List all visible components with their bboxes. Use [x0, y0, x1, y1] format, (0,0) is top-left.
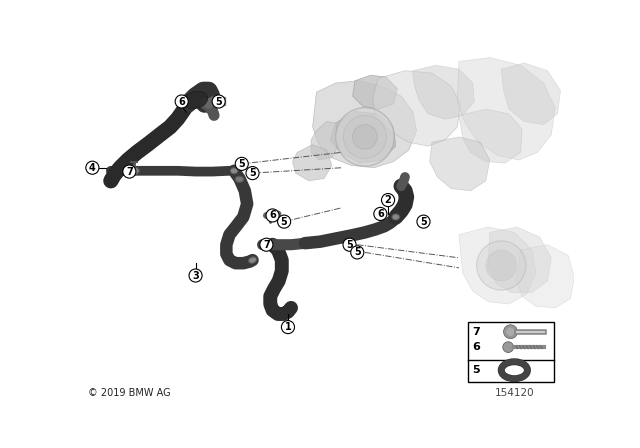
Text: 7: 7	[263, 240, 270, 250]
Text: 7: 7	[126, 167, 132, 177]
Text: 3: 3	[192, 271, 199, 280]
Circle shape	[504, 325, 517, 339]
Text: 6: 6	[269, 211, 276, 220]
Circle shape	[236, 157, 248, 170]
Polygon shape	[312, 81, 417, 168]
Circle shape	[353, 125, 378, 149]
Polygon shape	[458, 58, 555, 160]
Text: 4: 4	[89, 163, 96, 173]
Circle shape	[260, 238, 273, 251]
Circle shape	[189, 269, 202, 282]
Polygon shape	[292, 145, 332, 181]
Circle shape	[374, 207, 387, 220]
Ellipse shape	[392, 214, 399, 220]
Text: 6: 6	[179, 96, 185, 107]
Text: 6: 6	[472, 342, 480, 352]
Text: 5: 5	[249, 168, 256, 178]
Circle shape	[282, 321, 294, 334]
Circle shape	[343, 238, 356, 251]
Circle shape	[417, 215, 430, 228]
Polygon shape	[413, 65, 474, 119]
Text: 5: 5	[472, 365, 479, 375]
Text: 5: 5	[346, 240, 353, 250]
Circle shape	[477, 241, 526, 290]
Circle shape	[123, 165, 136, 178]
Bar	[214, 97, 225, 104]
Polygon shape	[330, 112, 396, 163]
Circle shape	[344, 115, 387, 159]
Circle shape	[351, 246, 364, 259]
Circle shape	[336, 108, 394, 166]
Circle shape	[506, 327, 515, 336]
Text: 5: 5	[281, 217, 287, 227]
Ellipse shape	[236, 176, 244, 182]
Circle shape	[381, 194, 395, 207]
Circle shape	[86, 161, 99, 174]
Ellipse shape	[248, 257, 257, 263]
Circle shape	[246, 167, 259, 180]
Text: © 2019 BMW AG: © 2019 BMW AG	[88, 388, 170, 397]
Text: 7: 7	[472, 327, 480, 337]
Text: 154120: 154120	[495, 388, 535, 397]
Polygon shape	[372, 71, 460, 146]
Text: 5: 5	[215, 96, 222, 107]
Circle shape	[486, 250, 516, 281]
Circle shape	[266, 209, 279, 222]
Text: 5: 5	[238, 159, 245, 169]
Polygon shape	[459, 227, 536, 304]
Text: 1: 1	[285, 322, 291, 332]
Polygon shape	[429, 137, 490, 191]
Text: 2: 2	[385, 195, 392, 205]
Polygon shape	[353, 75, 397, 109]
Polygon shape	[501, 63, 561, 125]
Circle shape	[503, 342, 513, 353]
Polygon shape	[516, 245, 575, 308]
Polygon shape	[311, 121, 340, 160]
Polygon shape	[459, 109, 522, 163]
Text: 5: 5	[420, 217, 427, 227]
Text: 6: 6	[377, 209, 384, 219]
Circle shape	[278, 215, 291, 228]
Ellipse shape	[129, 167, 140, 175]
Polygon shape	[488, 227, 551, 293]
Ellipse shape	[262, 241, 271, 248]
Ellipse shape	[230, 168, 238, 174]
Circle shape	[175, 95, 188, 108]
Bar	[468, 322, 554, 382]
Ellipse shape	[184, 91, 207, 109]
Circle shape	[212, 95, 225, 108]
Text: 5: 5	[354, 247, 360, 258]
